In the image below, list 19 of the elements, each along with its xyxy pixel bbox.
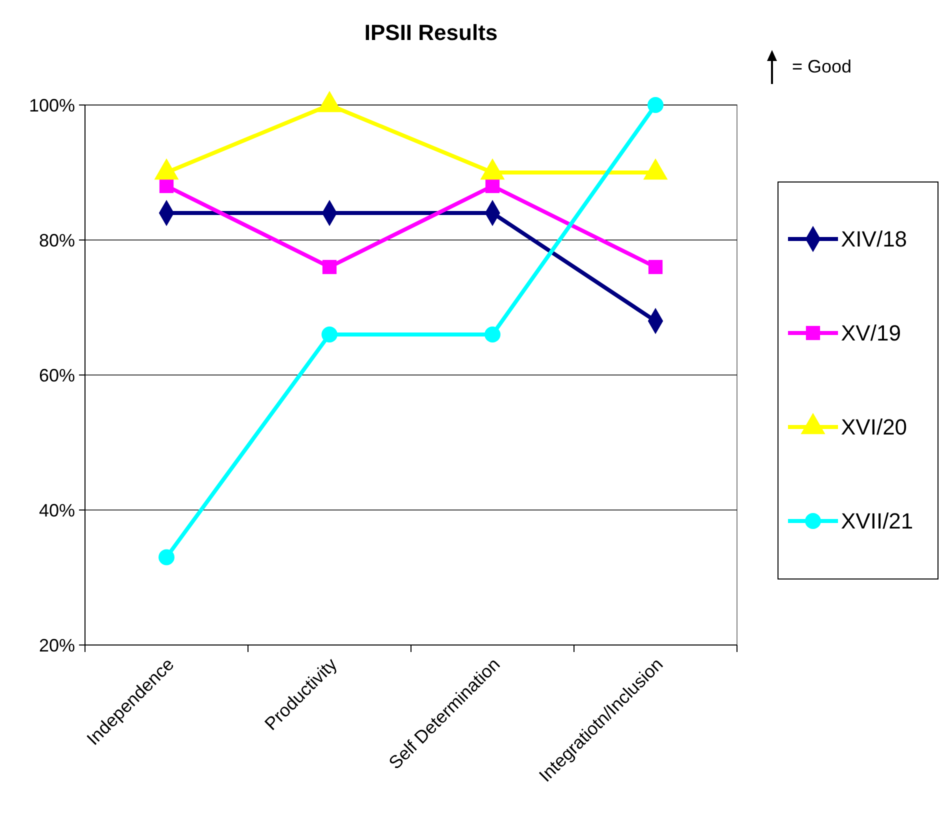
chart-title: IPSII Results — [364, 20, 498, 45]
legend-label: XIV/18 — [841, 226, 908, 252]
legend-label: XV/19 — [841, 320, 901, 346]
point — [648, 260, 663, 274]
y-tick-label: 80% — [38, 230, 75, 250]
legend-label: XVI/20 — [841, 414, 908, 440]
text: = Good — [792, 56, 852, 76]
point — [322, 260, 337, 274]
point — [484, 326, 500, 342]
legend-label: XVII/21 — [841, 508, 914, 534]
point — [322, 326, 338, 342]
y-tick-label: 60% — [38, 365, 75, 386]
point — [159, 178, 174, 194]
point — [158, 549, 174, 566]
y-tick-label: 100% — [28, 95, 75, 116]
y-tick-label: 20% — [38, 635, 75, 656]
point — [648, 97, 664, 113]
point — [485, 178, 500, 194]
y-tick-label: 40% — [38, 500, 75, 520]
